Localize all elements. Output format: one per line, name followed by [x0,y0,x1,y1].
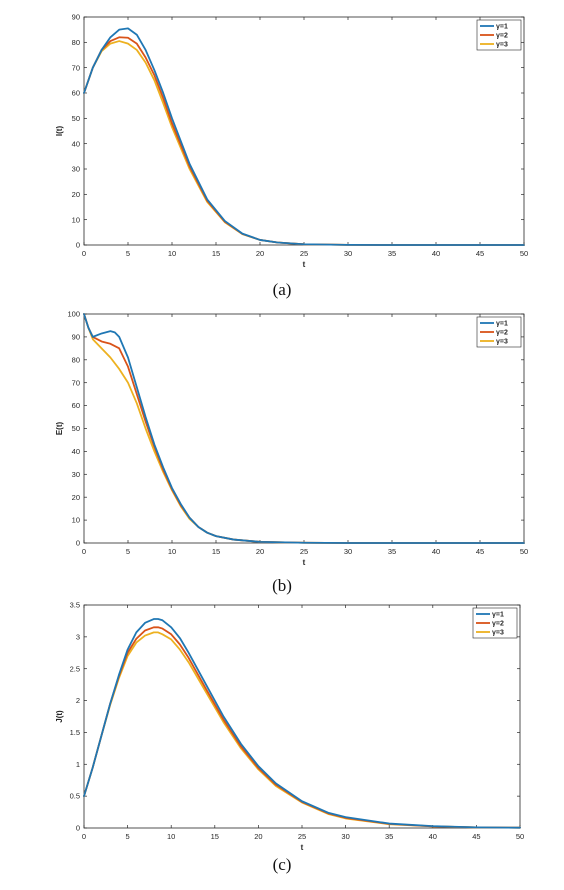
chart-panel-c: 0 5 10 15 20 25 30 35 40 45 50 0 0.5 1 1.5 2 2.5 3 3.5 t J(t… [0,590,564,890]
x-tick-label-3: 15 [211,832,219,841]
chart-b: 0 5 10 15 20 25 30 35 40 45 50 0 10 20 30 40 50 60 70 80 90 1… [55,310,528,567]
y-axis-label: I(t) [55,126,64,137]
plot-frame [83,313,525,544]
x-tick-label-6: 30 [344,547,352,556]
y-tick-label-9: 90 [72,333,80,342]
x-tick-label-9: 45 [476,547,484,556]
y-axis-label: J(t) [55,710,64,723]
x-tick-label-3: 15 [212,547,220,556]
series-line-1 [83,313,525,544]
x-tick-label-9: 45 [472,832,480,841]
y-axis-label: E(t) [55,422,64,436]
y-tick-label-2: 1 [76,760,80,769]
x-tick-label-5: 25 [300,249,308,258]
y-tick-label-0: 0 [76,539,80,548]
y-tick-label-7: 3.5 [70,601,80,610]
x-tick-label-4: 20 [254,832,262,841]
y-tick-label-2: 20 [72,493,80,502]
chart-a: 0 5 10 15 20 25 30 35 40 45 50 0 10 20 30 40 50 60 70 80 90 t… [55,13,528,269]
x-tick-label-5: 25 [300,547,308,556]
x-tick-label-10: 50 [520,249,528,258]
x-axis-label: t [301,843,304,852]
legend-label-3: γ=3 [496,42,508,49]
y-tick-label-5: 50 [72,114,80,123]
y-tick-label-6: 3 [76,632,80,641]
y-tick-label-6: 60 [72,401,80,410]
x-tick-label-10: 50 [520,547,528,556]
y-tick-label-6: 60 [72,89,80,98]
y-tick-label-4: 40 [72,447,80,456]
y-tick-label-2: 20 [72,190,80,199]
legend-label-3: γ=3 [492,630,504,637]
x-tick-label-2: 10 [167,832,175,841]
caption-c: (c) [272,855,292,874]
x-tick-label-0: 0 [82,832,86,841]
y-tick-label-7: 70 [72,63,80,72]
legend-label-2: γ=2 [492,621,504,628]
y-tick-label-4: 2 [76,696,80,705]
y-tick-label-5: 50 [72,424,80,433]
caption-a: (a) [272,280,292,299]
y-tick-label-3: 30 [72,470,80,479]
x-tick-label-5: 25 [298,832,306,841]
x-tick-label-8: 40 [429,832,437,841]
x-tick-label-9: 45 [476,249,484,258]
x-tick-label-6: 30 [344,249,352,258]
x-tick-label-1: 5 [126,832,130,841]
legend-label-1: γ=1 [492,612,504,619]
x-tick-label-10: 50 [516,832,524,841]
y-tick-label-1: 0.5 [70,792,80,801]
y-tick-label-0: 0 [76,824,80,833]
legend-label-1: γ=1 [496,321,508,328]
x-tick-label-3: 15 [212,249,220,258]
y-tick-label-9: 90 [72,13,80,22]
series-line-1 [83,27,525,246]
y-tick-label-3: 1.5 [70,728,80,737]
y-tick-label-8: 80 [72,355,80,364]
y-tick-label-8: 80 [72,38,80,47]
x-tick-label-2: 10 [168,249,176,258]
plot-frame [83,16,525,246]
legend-label-2: γ=2 [496,330,508,337]
series-line-1 [83,618,521,829]
x-tick-label-4: 20 [256,249,264,258]
y-tick-label-10: 100 [67,310,80,319]
x-tick-label-8: 40 [432,547,440,556]
legend-label-2: γ=2 [496,33,508,40]
y-tick-label-0: 0 [76,241,80,250]
caption-b: (b) [272,576,292,595]
x-axis-label: t [303,260,306,269]
x-tick-label-1: 5 [126,249,130,258]
y-tick-label-1: 10 [72,215,80,224]
x-tick-label-7: 35 [388,249,396,258]
plot-frame [83,604,521,829]
chart-panel-b: 0 5 10 15 20 25 30 35 40 45 50 0 10 20 30 40 50 60 70 80 90 1… [0,300,564,600]
y-tick-label-7: 70 [72,378,80,387]
x-tick-label-6: 30 [341,832,349,841]
chart-c: 0 5 10 15 20 25 30 35 40 45 50 0 0.5 1 1.5 2 2.5 3 3.5 t J(t… [55,601,524,852]
y-tick-label-3: 30 [72,165,80,174]
x-axis-label: t [303,558,306,567]
x-tick-label-0: 0 [82,249,86,258]
x-tick-label-8: 40 [432,249,440,258]
legend-label-3: γ=3 [496,339,508,346]
y-tick-label-1: 10 [72,516,80,525]
x-tick-label-0: 0 [82,547,86,556]
x-tick-label-1: 5 [126,547,130,556]
y-tick-label-5: 2.5 [70,664,80,673]
x-tick-label-2: 10 [168,547,176,556]
x-tick-label-7: 35 [385,832,393,841]
x-tick-label-4: 20 [256,547,264,556]
y-tick-label-4: 40 [72,139,80,148]
chart-panel-a: 0 5 10 15 20 25 30 35 40 45 50 0 10 20 30 40 50 60 70 80 90 t… [0,0,564,300]
legend-label-1: γ=1 [496,24,508,31]
x-tick-label-7: 35 [388,547,396,556]
